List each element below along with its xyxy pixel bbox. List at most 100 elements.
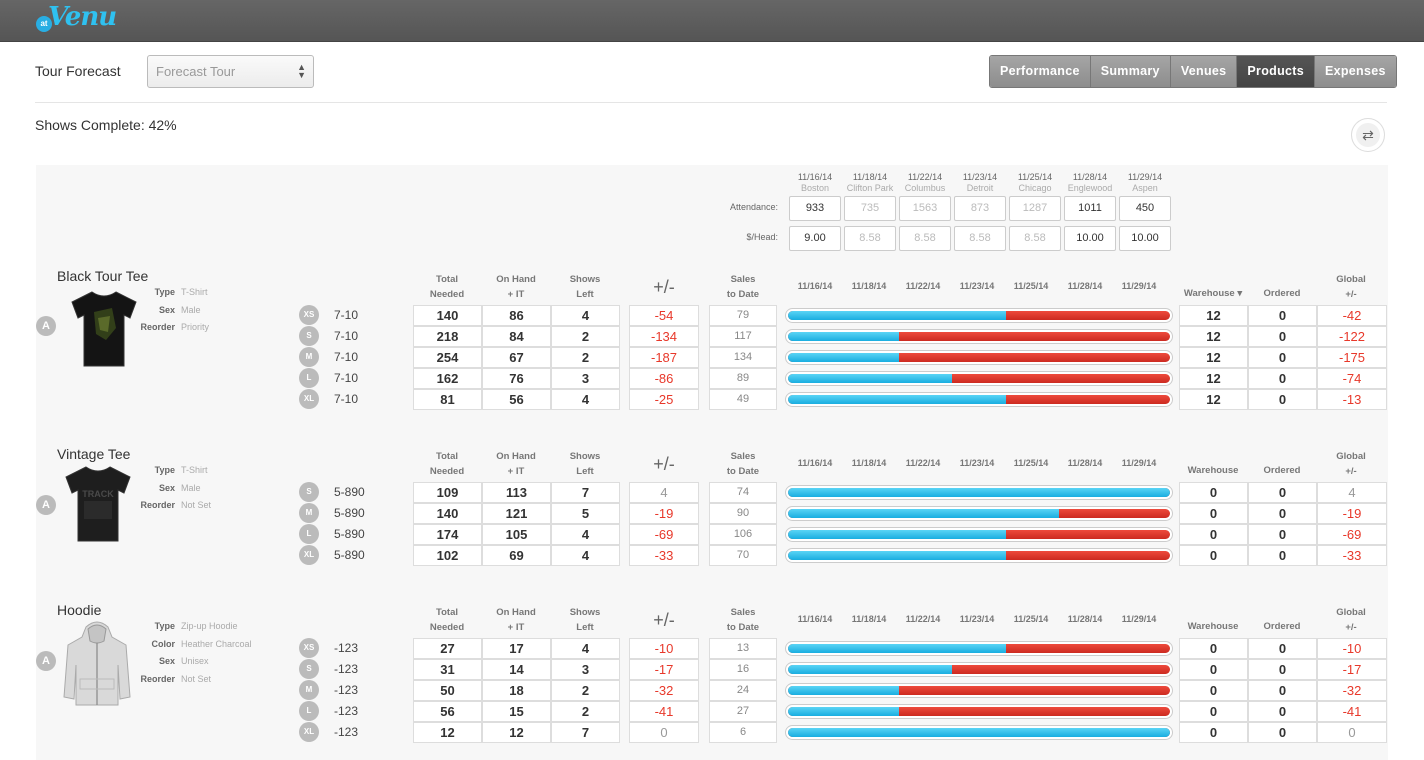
- size-badge: S: [299, 659, 319, 679]
- forecast-bar-track: [788, 728, 1170, 737]
- swap-icon[interactable]: ⇄: [1351, 118, 1385, 152]
- forecast-bar-track: [788, 332, 1170, 341]
- global-plus-minus-cell: -69: [1317, 524, 1387, 545]
- product-attr: Sex Male: [120, 302, 201, 320]
- col-warehouse[interactable]: Warehouse ▾: [1183, 288, 1243, 299]
- sales-to-date-cell: 49: [709, 389, 777, 410]
- col-date: 11/28/14: [1067, 458, 1103, 468]
- ordered-cell: 0: [1248, 482, 1317, 503]
- attendance-input[interactable]: 1287: [1009, 196, 1061, 221]
- plus-minus-cell: -54: [629, 305, 699, 326]
- col-date: 11/22/14: [905, 614, 941, 624]
- per-head-input[interactable]: 10.00: [1119, 226, 1171, 251]
- col-total-needed: Total Needed: [429, 607, 465, 633]
- total-needed-cell: 162: [413, 368, 482, 389]
- attr-key: Type: [154, 465, 175, 475]
- attendance-input[interactable]: 873: [954, 196, 1006, 221]
- priority-badge[interactable]: A: [36, 316, 56, 336]
- logo-badge: at: [36, 16, 52, 32]
- attendance-input[interactable]: 1563: [899, 196, 951, 221]
- venue-header: 11/16/14 Boston: [787, 172, 843, 194]
- tab-summary[interactable]: Summary: [1089, 56, 1170, 87]
- forecast-bar: [785, 371, 1173, 386]
- per-head-input[interactable]: 8.58: [954, 226, 1006, 251]
- plus-minus-cell: -10: [629, 638, 699, 659]
- logo-text: Venu: [48, 2, 117, 32]
- venu-logo[interactable]: at Venu: [36, 2, 117, 38]
- col-date: 11/29/14: [1121, 458, 1157, 468]
- total-needed-cell: 56: [413, 701, 482, 722]
- size-range: -123: [334, 683, 359, 697]
- plus-minus-cell: -41: [629, 701, 699, 722]
- venue-city: Englewood: [1067, 183, 1113, 193]
- shows-left-cell: 4: [551, 524, 620, 545]
- venue-date: 11/29/14: [1127, 172, 1163, 182]
- forecast-bar-track: [788, 707, 1170, 716]
- col-date: 11/16/14: [797, 458, 833, 468]
- total-needed-cell: 102: [413, 545, 482, 566]
- attr-key: Type: [154, 621, 175, 631]
- forecast-bar-fill: [788, 509, 1060, 518]
- tour-select[interactable]: Forecast Tour ▲ ▼: [147, 55, 314, 88]
- product-image: [62, 619, 138, 709]
- tab-venues[interactable]: Venues: [1169, 56, 1237, 87]
- global-plus-minus-cell: 4: [1317, 482, 1387, 503]
- tab-expenses[interactable]: Expenses: [1313, 56, 1396, 87]
- attendance-input[interactable]: 933: [789, 196, 841, 221]
- per-head-input[interactable]: 8.58: [1009, 226, 1061, 251]
- per-head-input[interactable]: 8.58: [899, 226, 951, 251]
- col-date: 11/23/14: [959, 458, 995, 468]
- venue-header: 11/25/14 Chicago: [1007, 172, 1063, 194]
- ordered-cell: 0: [1248, 305, 1317, 326]
- attendance-input[interactable]: 450: [1119, 196, 1171, 221]
- tab-performance[interactable]: Performance: [990, 56, 1090, 87]
- forecast-bar-track: [788, 353, 1170, 362]
- col-ordered: Ordered: [1263, 465, 1301, 476]
- shows-left-cell: 3: [551, 368, 620, 389]
- col-date: 11/16/14: [797, 281, 833, 291]
- shows-left-cell: 2: [551, 326, 620, 347]
- col-shows-left: Shows Left: [569, 451, 601, 477]
- shows-left-cell: 4: [551, 305, 620, 326]
- on-hand-cell: 76: [482, 368, 551, 389]
- priority-badge[interactable]: A: [36, 495, 56, 515]
- per-head-input[interactable]: 9.00: [789, 226, 841, 251]
- sales-to-date-cell: 70: [709, 545, 777, 566]
- on-hand-cell: 18: [482, 680, 551, 701]
- warehouse-cell: 0: [1179, 524, 1248, 545]
- forecast-bar-fill: [788, 374, 953, 383]
- col-ordered: Ordered: [1263, 621, 1301, 632]
- top-bar: at Venu: [0, 0, 1424, 42]
- plus-minus-cell: -134: [629, 326, 699, 347]
- warehouse-cell: 0: [1179, 482, 1248, 503]
- attendance-input[interactable]: 735: [844, 196, 896, 221]
- per-head-input[interactable]: 8.58: [844, 226, 896, 251]
- global-plus-minus-cell: -42: [1317, 305, 1387, 326]
- hoodie-icon: [63, 621, 131, 706]
- ordered-cell: 0: [1248, 659, 1317, 680]
- venue-header: 11/28/14 Englewood: [1062, 172, 1118, 194]
- tour-select-value: Forecast Tour: [156, 64, 236, 79]
- col-global: Global +/-: [1336, 274, 1366, 300]
- col-date: 11/25/14: [1013, 458, 1049, 468]
- per-head-input[interactable]: 10.00: [1064, 226, 1116, 251]
- warehouse-cell: 0: [1179, 545, 1248, 566]
- global-plus-minus-cell: -10: [1317, 638, 1387, 659]
- size-range: 7-10: [334, 308, 359, 322]
- col-date: 11/18/14: [851, 281, 887, 291]
- total-needed-cell: 81: [413, 389, 482, 410]
- total-needed-cell: 140: [413, 503, 482, 524]
- global-plus-minus-cell: -74: [1317, 368, 1387, 389]
- tab-products[interactable]: Products: [1236, 56, 1314, 87]
- venue-date: 11/18/14: [852, 172, 888, 182]
- product-attr: Type T-Shirt: [120, 284, 208, 302]
- ordered-cell: 0: [1248, 389, 1317, 410]
- plus-minus-cell: -187: [629, 347, 699, 368]
- attendance-input[interactable]: 1011: [1064, 196, 1116, 221]
- forecast-bar: [785, 527, 1173, 542]
- shows-left-cell: 7: [551, 482, 620, 503]
- size-badge: L: [299, 368, 319, 388]
- plus-minus-cell: -32: [629, 680, 699, 701]
- size-badge: XL: [299, 545, 319, 565]
- priority-badge[interactable]: A: [36, 651, 56, 671]
